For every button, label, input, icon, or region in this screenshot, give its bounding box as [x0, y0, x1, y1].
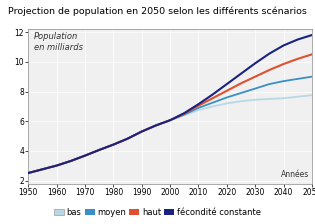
Text: Population
en milliards: Population en milliards [34, 32, 83, 52]
Legend: bas, moyen, haut, fécondité constante: bas, moyen, haut, fécondité constante [51, 204, 264, 220]
Text: Années: Années [281, 170, 309, 179]
Text: Projection de population en 2050 selon les différents scénarios: Projection de population en 2050 selon l… [8, 7, 307, 16]
